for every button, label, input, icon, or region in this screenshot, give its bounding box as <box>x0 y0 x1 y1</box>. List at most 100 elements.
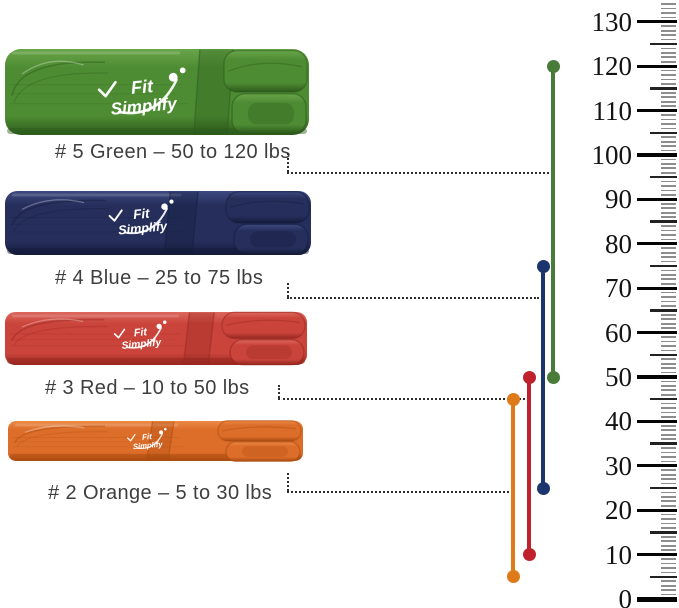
ruler-tick-major-110 <box>637 108 677 113</box>
logo-ball <box>163 427 167 431</box>
ruler-tick-medium <box>650 175 677 179</box>
ruler-tick-minor <box>661 313 676 316</box>
ruler-tick-minor <box>661 74 676 76</box>
ruler-tick-medium <box>650 353 677 357</box>
logo-bird-icon <box>127 434 136 442</box>
logo-swoosh <box>125 327 162 349</box>
blue-band-illustration: Fit Simplify <box>5 191 311 255</box>
ruler-tick-minor <box>661 56 676 59</box>
ruler-tick-minor <box>661 7 676 10</box>
blue-band-logo: Fit Simplify <box>108 199 174 237</box>
ruler-number-120: 120 <box>591 51 633 82</box>
ruler-tick-minor <box>661 38 676 41</box>
ruler-number-40: 40 <box>605 406 632 437</box>
ruler-tick-minor <box>661 100 676 103</box>
ruler-tick-minor <box>661 278 676 281</box>
ruler-tick-minor <box>661 3 676 5</box>
ruler-tick-minor <box>661 562 676 565</box>
blue-connector-horizontal <box>287 297 539 299</box>
ruler-tick-minor <box>661 451 676 454</box>
ruler-tick-minor <box>661 83 676 85</box>
ruler-tick-major-130 <box>637 20 677 24</box>
ruler-tick-minor <box>661 540 676 543</box>
ruler-tick-minor <box>661 167 676 170</box>
ruler-tick-minor <box>661 345 676 347</box>
ruler-tick-medium <box>650 87 677 90</box>
ruler-number-30: 30 <box>605 450 632 481</box>
ruler-number-20: 20 <box>605 495 632 526</box>
ruler-tick-minor <box>661 114 676 116</box>
orange-connector-vertical <box>287 473 289 491</box>
ruler-tick-minor <box>661 367 676 369</box>
ruler-tick-minor <box>661 589 676 591</box>
ruler-tick-minor <box>661 229 676 232</box>
blue-range-max-dot <box>536 259 550 273</box>
ruler-tick-minor <box>661 371 676 374</box>
logo-figure-head <box>159 430 163 435</box>
ruler-tick-minor <box>661 416 676 418</box>
orange-band-logo: Fit Simplify <box>127 427 167 452</box>
orange-band-strap <box>146 421 174 461</box>
orange-range-line <box>510 399 516 577</box>
red-band-photo: Fit Simplify <box>4 310 308 372</box>
ruler-tick-minor <box>661 380 676 383</box>
ruler-tick-minor <box>661 12 676 14</box>
blue-range-min-dot <box>536 481 550 495</box>
ruler-tick-major-0 <box>637 596 677 602</box>
ruler-tick-minor <box>661 473 676 476</box>
ruler-tick-minor <box>661 447 676 449</box>
ruler-number-10: 10 <box>605 539 632 570</box>
ruler-tick-minor <box>661 593 676 596</box>
logo-text-line1: Fit <box>142 432 153 442</box>
ruler-tick-minor <box>661 78 676 81</box>
red-band-logo: Fit Simplify <box>113 320 167 352</box>
ruler-tick-minor <box>661 393 676 396</box>
logo-bird-icon <box>97 80 117 98</box>
ruler-tick-minor <box>661 482 676 485</box>
ruler-number-130: 130 <box>591 6 633 37</box>
ruler-tick-minor <box>661 123 676 125</box>
red-band-illustration: Fit Simplify <box>5 311 307 366</box>
ruler-tick-minor <box>661 260 676 263</box>
ruler-tick-medium <box>650 309 677 312</box>
ruler-tick-minor <box>661 429 676 432</box>
ruler-tick-minor <box>661 163 676 165</box>
ruler-tick-minor <box>661 216 676 218</box>
green-band-photo: Fit Simplify <box>4 47 310 142</box>
ruler-tick-minor <box>661 96 676 99</box>
ruler-tick-minor <box>661 535 676 538</box>
blue-range-line <box>540 266 546 488</box>
ruler-tick-minor <box>661 349 676 352</box>
ruler-tick-minor <box>661 60 676 63</box>
ruler-tick-minor <box>661 407 676 409</box>
ruler-tick-minor <box>661 149 676 152</box>
ruler-tick-minor <box>661 194 676 196</box>
logo-figure-head <box>168 72 178 82</box>
ruler-tick-minor <box>661 389 676 392</box>
blue-band-photo: Fit Simplify <box>4 189 312 262</box>
orange-band-photo: Fit Simplify <box>7 419 304 468</box>
logo-bird-icon <box>108 209 123 222</box>
ruler-tick-minor <box>661 136 676 139</box>
ruler-tick-medium <box>650 397 677 401</box>
ruler-tick-minor <box>661 145 676 147</box>
logo-ball <box>169 199 174 204</box>
blue-band-strap <box>164 191 198 255</box>
ruler-tick-medium <box>650 486 677 490</box>
ruler-tick-minor <box>661 207 676 210</box>
ruler-tick-major-70 <box>637 286 677 290</box>
ruler-tick-minor <box>661 29 676 32</box>
logo-text-line2: Simplify <box>133 440 164 452</box>
red-connector-horizontal <box>278 398 525 400</box>
ruler-tick-minor <box>661 25 676 28</box>
ruler-tick-minor <box>661 251 676 254</box>
ruler-tick-minor <box>661 385 676 387</box>
logo-bird-icon <box>113 328 126 339</box>
ruler-tick-minor <box>661 291 676 294</box>
ruler-tick-major-40 <box>637 419 677 424</box>
ruler-tick-minor <box>661 91 676 94</box>
ruler-tick-minor <box>661 496 676 498</box>
ruler-tick-minor <box>661 189 676 192</box>
ruler-tick-minor <box>661 411 676 414</box>
